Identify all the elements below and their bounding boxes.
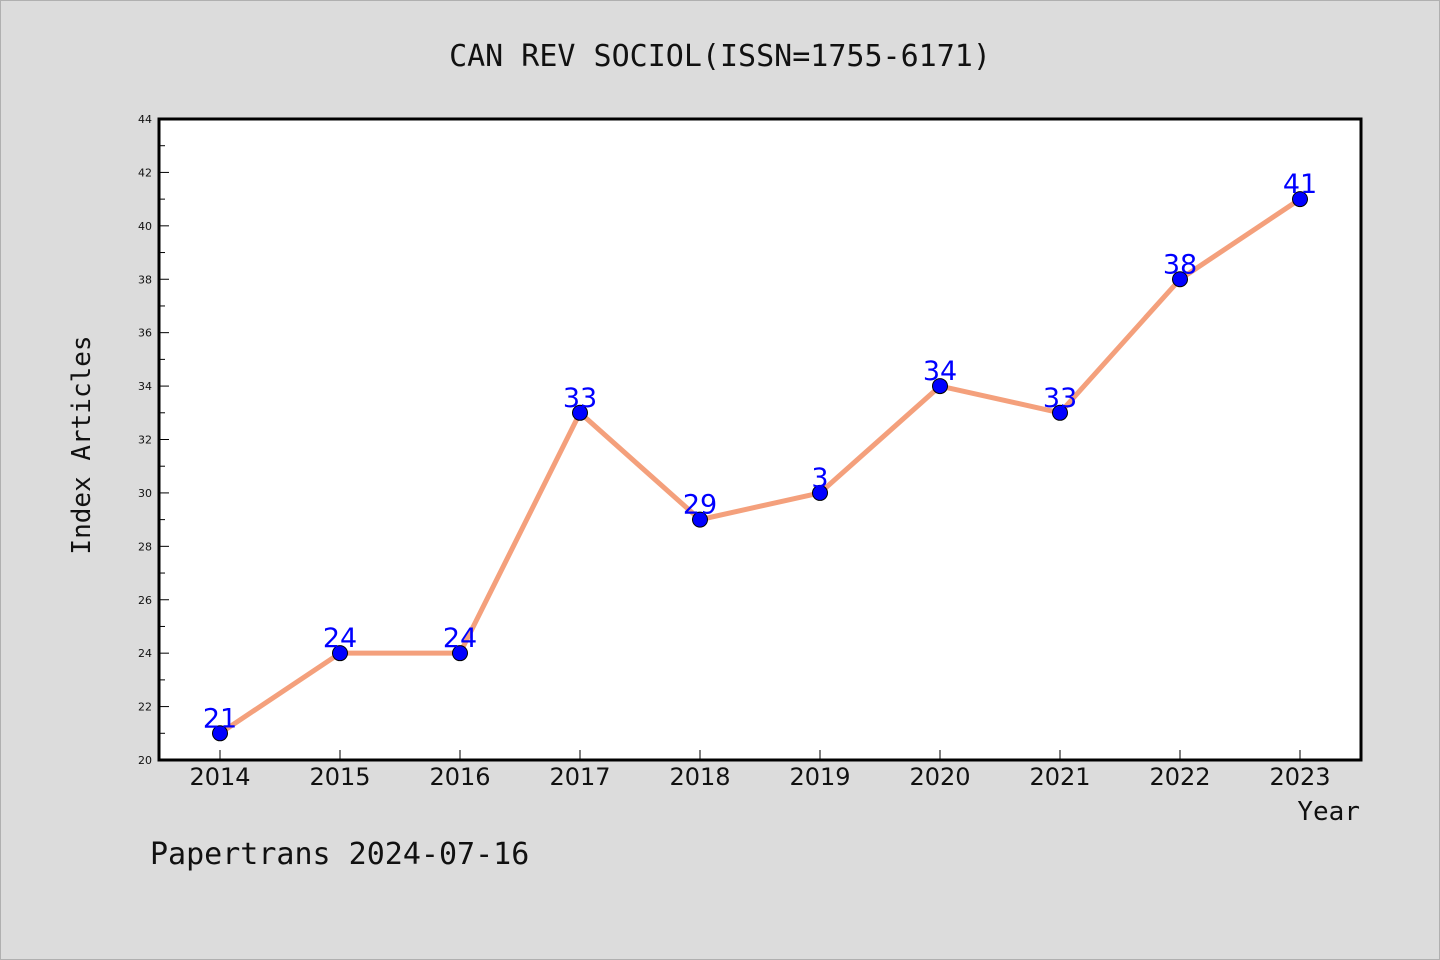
x-tick-label: 2014 xyxy=(189,763,250,791)
data-label: 33 xyxy=(563,383,597,414)
data-label: 3 xyxy=(811,463,828,494)
data-point xyxy=(1172,271,1188,288)
y-tick-label: 36 xyxy=(138,327,152,340)
data-markers xyxy=(212,191,1308,742)
data-label: 29 xyxy=(683,490,717,521)
x-tick-label: 2020 xyxy=(909,763,970,791)
data-label: 41 xyxy=(1283,169,1317,200)
chart-title: CAN REV SOCIOL(ISSN=1755-6171) xyxy=(449,39,991,74)
data-point xyxy=(812,484,828,501)
x-axis-title: Year xyxy=(1297,797,1360,827)
x-tick-label: 2015 xyxy=(309,763,370,791)
data-label: 24 xyxy=(323,623,357,654)
x-tick-label: 2018 xyxy=(669,763,730,791)
y-tick-label: 24 xyxy=(138,647,152,660)
data-label: 38 xyxy=(1163,249,1197,280)
data-label: 34 xyxy=(923,356,957,387)
data-label: 24 xyxy=(443,623,477,654)
x-tick-label: 2023 xyxy=(1269,763,1330,791)
data-label: 33 xyxy=(1043,383,1077,414)
y-tick-label: 20 xyxy=(138,754,152,767)
y-tick-label: 22 xyxy=(138,701,152,714)
data-label: 21 xyxy=(203,703,237,734)
x-tick-label: 2016 xyxy=(429,763,490,791)
y-tick-label: 34 xyxy=(138,380,152,393)
y-tick-label: 30 xyxy=(138,487,152,500)
data-point xyxy=(332,645,348,662)
plot-area xyxy=(157,117,1363,762)
series-line xyxy=(218,197,1302,736)
x-tick-label: 2021 xyxy=(1029,763,1090,791)
y-tick-label: 40 xyxy=(138,220,152,233)
y-tick-label: 44 xyxy=(138,113,152,126)
x-axis: 2014 2015 2016 2017 2018 2019 2020 2021 2022 2023 xyxy=(189,750,1331,791)
y-axis: 20 22 24 26 28 30 32 34 36 38 40 42 44 xyxy=(138,113,169,767)
data-point xyxy=(212,725,228,742)
y-tick-label: 42 xyxy=(138,166,152,179)
data-point xyxy=(1052,404,1068,421)
data-labels: 21 24 24 33 29 3 34 33 38 41 xyxy=(203,169,1317,734)
data-point xyxy=(572,404,588,421)
data-point xyxy=(452,645,468,662)
y-tick-label: 26 xyxy=(138,594,152,607)
y-tick-label: 38 xyxy=(138,273,152,286)
data-point xyxy=(932,378,948,395)
data-point xyxy=(1292,191,1308,208)
data-point xyxy=(692,511,708,528)
x-tick-label: 2017 xyxy=(549,763,610,791)
y-tick-label: 28 xyxy=(138,540,152,553)
x-tick-label: 2022 xyxy=(1149,763,1210,791)
x-tick-label: 2019 xyxy=(789,763,850,791)
y-axis-title: Index Articles xyxy=(67,335,97,554)
footer-source: Papertrans 2024-07-16 xyxy=(150,837,529,872)
y-tick-label: 32 xyxy=(138,434,152,447)
